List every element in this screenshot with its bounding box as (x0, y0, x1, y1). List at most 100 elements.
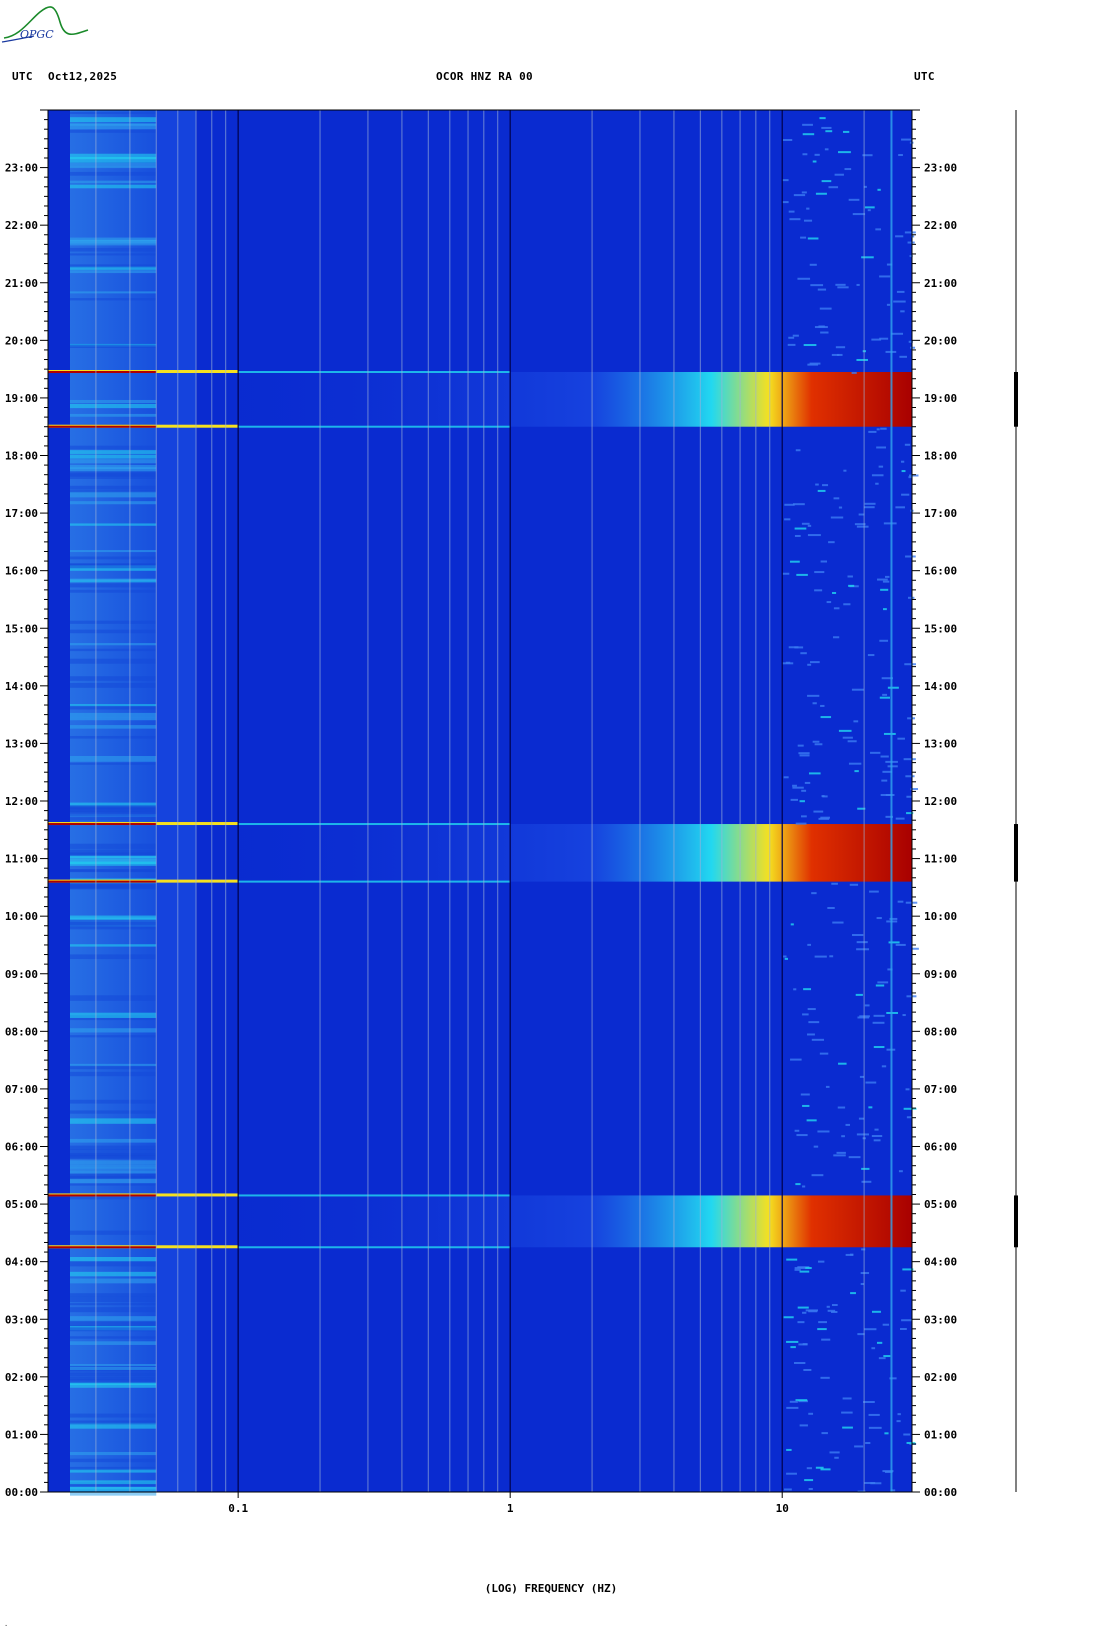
high-frequency-noise (801, 522, 810, 525)
high-frequency-noise (878, 1357, 886, 1360)
high-frequency-noise (784, 518, 791, 521)
high-frequency-noise (908, 474, 919, 477)
high-frequency-noise (793, 1362, 806, 1365)
high-frequency-noise (865, 1442, 871, 1445)
high-frequency-noise (795, 1183, 801, 1186)
high-frequency-noise (806, 1467, 812, 1470)
high-frequency-noise (882, 770, 893, 773)
y-tick-label-left: 15:00 (5, 622, 38, 635)
high-frequency-noise (802, 123, 813, 126)
high-frequency-noise (784, 957, 788, 960)
left-timezone-label: UTC (12, 70, 33, 83)
low-frequency-stripe (70, 1256, 157, 1262)
high-frequency-noise (900, 1289, 906, 1292)
high-frequency-noise (849, 1253, 854, 1256)
high-frequency-noise (821, 795, 825, 798)
high-frequency-noise (810, 661, 820, 664)
station-label: OCOR HNZ RA 00 (436, 70, 533, 83)
high-frequency-noise (900, 460, 905, 463)
high-frequency-noise (784, 1488, 792, 1491)
high-frequency-noise (889, 917, 898, 920)
low-frequency-stripe (70, 1316, 157, 1322)
y-tick-label-left: 18:00 (5, 450, 38, 463)
high-frequency-noise (848, 762, 862, 765)
high-frequency-noise (786, 1472, 797, 1475)
high-frequency-noise (833, 1154, 846, 1157)
high-frequency-noise (784, 503, 795, 506)
high-frequency-noise (905, 1088, 910, 1091)
low-frequency-stripe (70, 944, 157, 947)
high-frequency-noise (882, 608, 887, 611)
y-tick-label-right: 13:00 (924, 737, 957, 750)
high-frequency-noise (861, 1180, 872, 1183)
high-frequency-noise (798, 752, 810, 755)
high-frequency-noise (782, 572, 790, 575)
low-frequency-stripe (70, 849, 157, 855)
low-frequency-stripe (70, 1175, 157, 1180)
low-frequency-stripe (70, 1170, 157, 1174)
high-frequency-noise (796, 573, 808, 576)
high-frequency-noise (864, 1481, 876, 1484)
high-frequency-noise (827, 1309, 836, 1312)
event-line-tail-1-end (238, 1194, 511, 1197)
low-frequency-stripe (70, 1480, 157, 1485)
high-frequency-noise (814, 589, 823, 592)
high-frequency-noise (793, 988, 797, 991)
event-line-tail-3-start (238, 425, 511, 428)
high-frequency-noise (832, 921, 844, 924)
high-frequency-noise (857, 1333, 865, 1336)
high-frequency-noise (807, 534, 821, 537)
high-frequency-noise (864, 502, 876, 505)
y-tick-label-left: 03:00 (5, 1313, 38, 1326)
high-frequency-noise (867, 209, 871, 212)
low-frequency-stripe (70, 1303, 157, 1306)
high-frequency-noise (848, 584, 855, 587)
y-tick-label-left: 07:00 (5, 1083, 38, 1096)
high-frequency-noise (851, 688, 864, 691)
low-frequency-stripe (70, 658, 157, 664)
low-frequency-stripe (70, 589, 157, 593)
high-frequency-noise (838, 1062, 847, 1065)
high-frequency-noise (817, 1260, 825, 1263)
high-frequency-noise (869, 890, 879, 893)
high-frequency-noise (836, 353, 843, 356)
low-frequency-stripe (70, 620, 157, 624)
high-frequency-noise (804, 1267, 812, 1270)
high-frequency-noise (807, 694, 820, 697)
high-frequency-noise (783, 1316, 794, 1319)
high-frequency-noise (792, 784, 797, 787)
x-tick-label: 0.1 (228, 1502, 248, 1515)
low-frequency-stripe (70, 1271, 157, 1277)
low-frequency-stripe (70, 1118, 157, 1124)
high-frequency-noise (876, 428, 880, 431)
event-line-core-1-end (48, 1194, 157, 1197)
high-frequency-noise (828, 541, 835, 544)
high-frequency-noise (838, 151, 851, 154)
low-frequency-stripe (70, 855, 157, 859)
low-frequency-stripe (70, 184, 157, 189)
high-frequency-noise (897, 737, 905, 740)
high-frequency-noise (880, 588, 889, 591)
high-frequency-noise (801, 789, 807, 792)
low-frequency-stripe (70, 1167, 157, 1170)
high-frequency-noise (820, 716, 832, 719)
low-frequency-stripe (70, 843, 157, 849)
high-frequency-noise (863, 506, 875, 509)
high-frequency-noise (875, 228, 881, 231)
high-frequency-noise (897, 1413, 901, 1416)
high-frequency-noise (865, 1081, 877, 1084)
date-label: Oct12,2025 (48, 70, 118, 83)
high-frequency-noise (898, 1170, 903, 1173)
high-frequency-noise (873, 1014, 885, 1017)
low-frequency-stripe (70, 403, 157, 409)
high-frequency-noise (832, 591, 837, 594)
low-frequency-stripe (70, 180, 157, 184)
high-frequency-noise (803, 219, 813, 222)
event-window-1 (196, 1195, 913, 1248)
low-frequency-stripe (70, 399, 157, 404)
high-frequency-noise (905, 555, 916, 558)
low-frequency-stripe (70, 264, 157, 268)
low-frequency-stripe (70, 725, 157, 729)
high-frequency-noise (808, 1412, 814, 1415)
low-frequency-stripe (70, 1164, 157, 1168)
